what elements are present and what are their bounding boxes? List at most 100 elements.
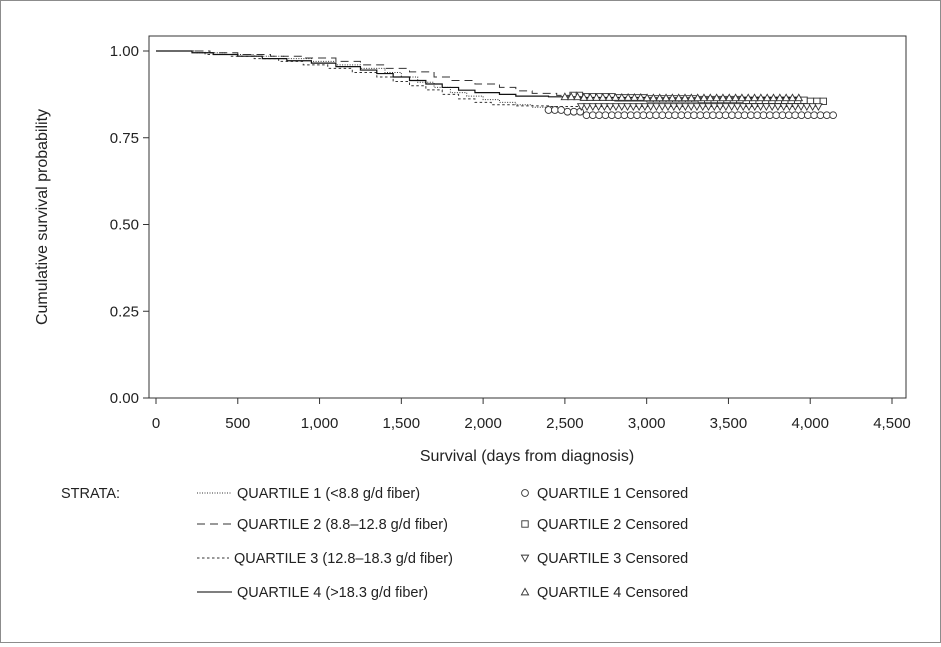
censor-marker-quartile-3 [663,103,673,112]
legend: STRATA: QUARTILE 1 (<8.8 g/d fiber) QUART… [61,486,688,601]
y-tick-label: 0.00 [110,390,139,407]
censor-marker-quartile-1 [778,111,787,120]
censor-marker-quartile-3 [594,103,603,112]
censor-marker-quartile-4 [642,93,652,102]
censor-marker-quartile-1 [563,107,572,116]
censor-marker-quartile-1 [696,111,705,120]
censor-marker-quartile-1 [715,111,724,120]
x-tick-label: 3,500 [710,415,748,432]
censor-marker-quartile-3 [744,103,754,112]
x-axis-title: Survival (days from diagnosis) [420,448,634,465]
censor-marker-quartile-1 [677,111,686,120]
censor-marker-quartile-4 [579,92,589,101]
censor-marker-quartile-3 [721,103,731,112]
censor-marker-quartile-3 [790,103,800,112]
x-tick-label: 1,500 [383,415,421,432]
censor-marker-quartile-3 [733,103,742,112]
censor-marker-quartile-1 [551,106,559,114]
censor-marker-quartile-4 [781,93,791,102]
censor-marker-quartile-1 [582,111,591,120]
axis-ticks: 0 500 1,000 1,500 2,000 2,500 3,000 3,500 4,000 4… [110,43,911,432]
censor-marker-quartile-4 [743,93,753,102]
censor-marker-quartile-3 [773,103,783,112]
censor-marker-quartile-3 [727,103,737,112]
censor-marker-quartile-4 [699,93,709,102]
censor-marker-quartile-3 [617,103,627,112]
censor-marker-quartile-1 [601,111,610,120]
censor-marker-quartile-3 [756,103,765,112]
censor-marker-quartile-1 [816,111,825,120]
series-line-quartile-3 [156,50,819,108]
legend-censor-label: QUARTILE 4 Censored [537,585,688,601]
censor-marker-quartile-3 [652,103,661,112]
censor-marker-quartile-4 [661,93,671,102]
censor-marker-quartile-3 [808,103,817,112]
censor-marker-quartile-4 [573,92,582,101]
censor-marker-quartile-3 [680,103,690,112]
censor-marker-quartile-1 [822,111,831,120]
censor-marker-quartile-4 [598,92,608,101]
censor-marker-quartile-3 [709,103,719,112]
censor-marker-quartile-3 [715,103,725,112]
x-tick-label: 2,500 [546,415,584,432]
censor-marker-quartile-4 [604,92,614,101]
censor-marker-quartile-4 [794,93,804,102]
censor-marker-quartile-3 [657,103,667,112]
censor-marker-quartile-1 [607,111,616,120]
censor-marker-quartile-1 [620,111,629,120]
censor-marker-quartile-1 [740,111,749,120]
legend-title: STRATA: [61,486,120,502]
censor-marker-quartile-3 [738,103,748,112]
censor-marker-quartile-1 [614,111,622,120]
censor-marker-quartile-1 [791,111,800,120]
censor-marker-quartile-4 [611,92,620,101]
censor-marker-quartile-4 [775,93,785,102]
censor-marker-quartile-3 [628,103,638,112]
censor-marker-quartile-3 [623,103,632,112]
y-tick-label: 0.50 [110,217,139,234]
censor-marker-quartile-4 [762,93,772,102]
legend-censor-symbol [521,489,529,497]
censor-marker-quartile-3 [669,103,679,112]
censor-marker-quartile-1 [544,106,553,114]
censor-marker-quartile-4 [737,93,747,102]
censor-marker-quartile-4 [617,92,627,101]
censor-marker-quartile-1 [797,111,806,120]
censor-marker-quartile-1 [829,111,837,120]
y-tick-label: 0.75 [110,130,139,147]
legend-line-label: QUARTILE 1 (<8.8 g/d fiber) [237,486,420,502]
censor-marker-quartile-4 [630,92,639,101]
censor-marker-quartile-3 [640,103,650,112]
censor-marker-quartile-3 [779,103,789,112]
censor-marker-quartile-1 [728,111,736,120]
censor-marker-quartile-4 [592,92,601,101]
legend-censor-symbol [520,554,530,563]
censor-marker-quartile-1 [785,111,793,120]
censor-marker-quartile-3 [750,103,760,112]
legend-censor-label: QUARTILE 1 Censored [537,486,688,502]
censor-marker-quartile-3 [600,103,609,112]
x-tick-label: 1,000 [301,415,339,432]
legend-censor-symbol [521,520,529,528]
censor-marker-quartile-4 [693,93,702,102]
censor-marker-quartile-3 [785,103,794,112]
censor-marker-quartile-1 [595,111,603,120]
plot-area [148,35,907,399]
legend-line-label: QUARTILE 2 (8.8–12.8 g/d fiber) [237,517,448,533]
x-tick-label: 3,000 [628,415,666,432]
censor-marker-quartile-4 [649,93,658,102]
censor-marker-quartile-4 [731,93,740,102]
series-line-quartile-4 [156,50,799,99]
censor-marker-quartile-1 [569,107,578,116]
censor-marker-quartile-4 [718,93,728,102]
censor-marker-quartile-1 [759,111,768,120]
censor-marker-quartile-3 [634,103,644,112]
legend-censor-label: QUARTILE 3 Censored [537,551,688,567]
censor-marker-quartile-4 [756,93,766,102]
censor-marker-quartile-3 [582,103,592,112]
censor-marker-quartile-1 [626,111,635,120]
legend-censor-label: QUARTILE 2 Censored [537,517,688,533]
y-tick-label: 0.25 [110,303,139,320]
